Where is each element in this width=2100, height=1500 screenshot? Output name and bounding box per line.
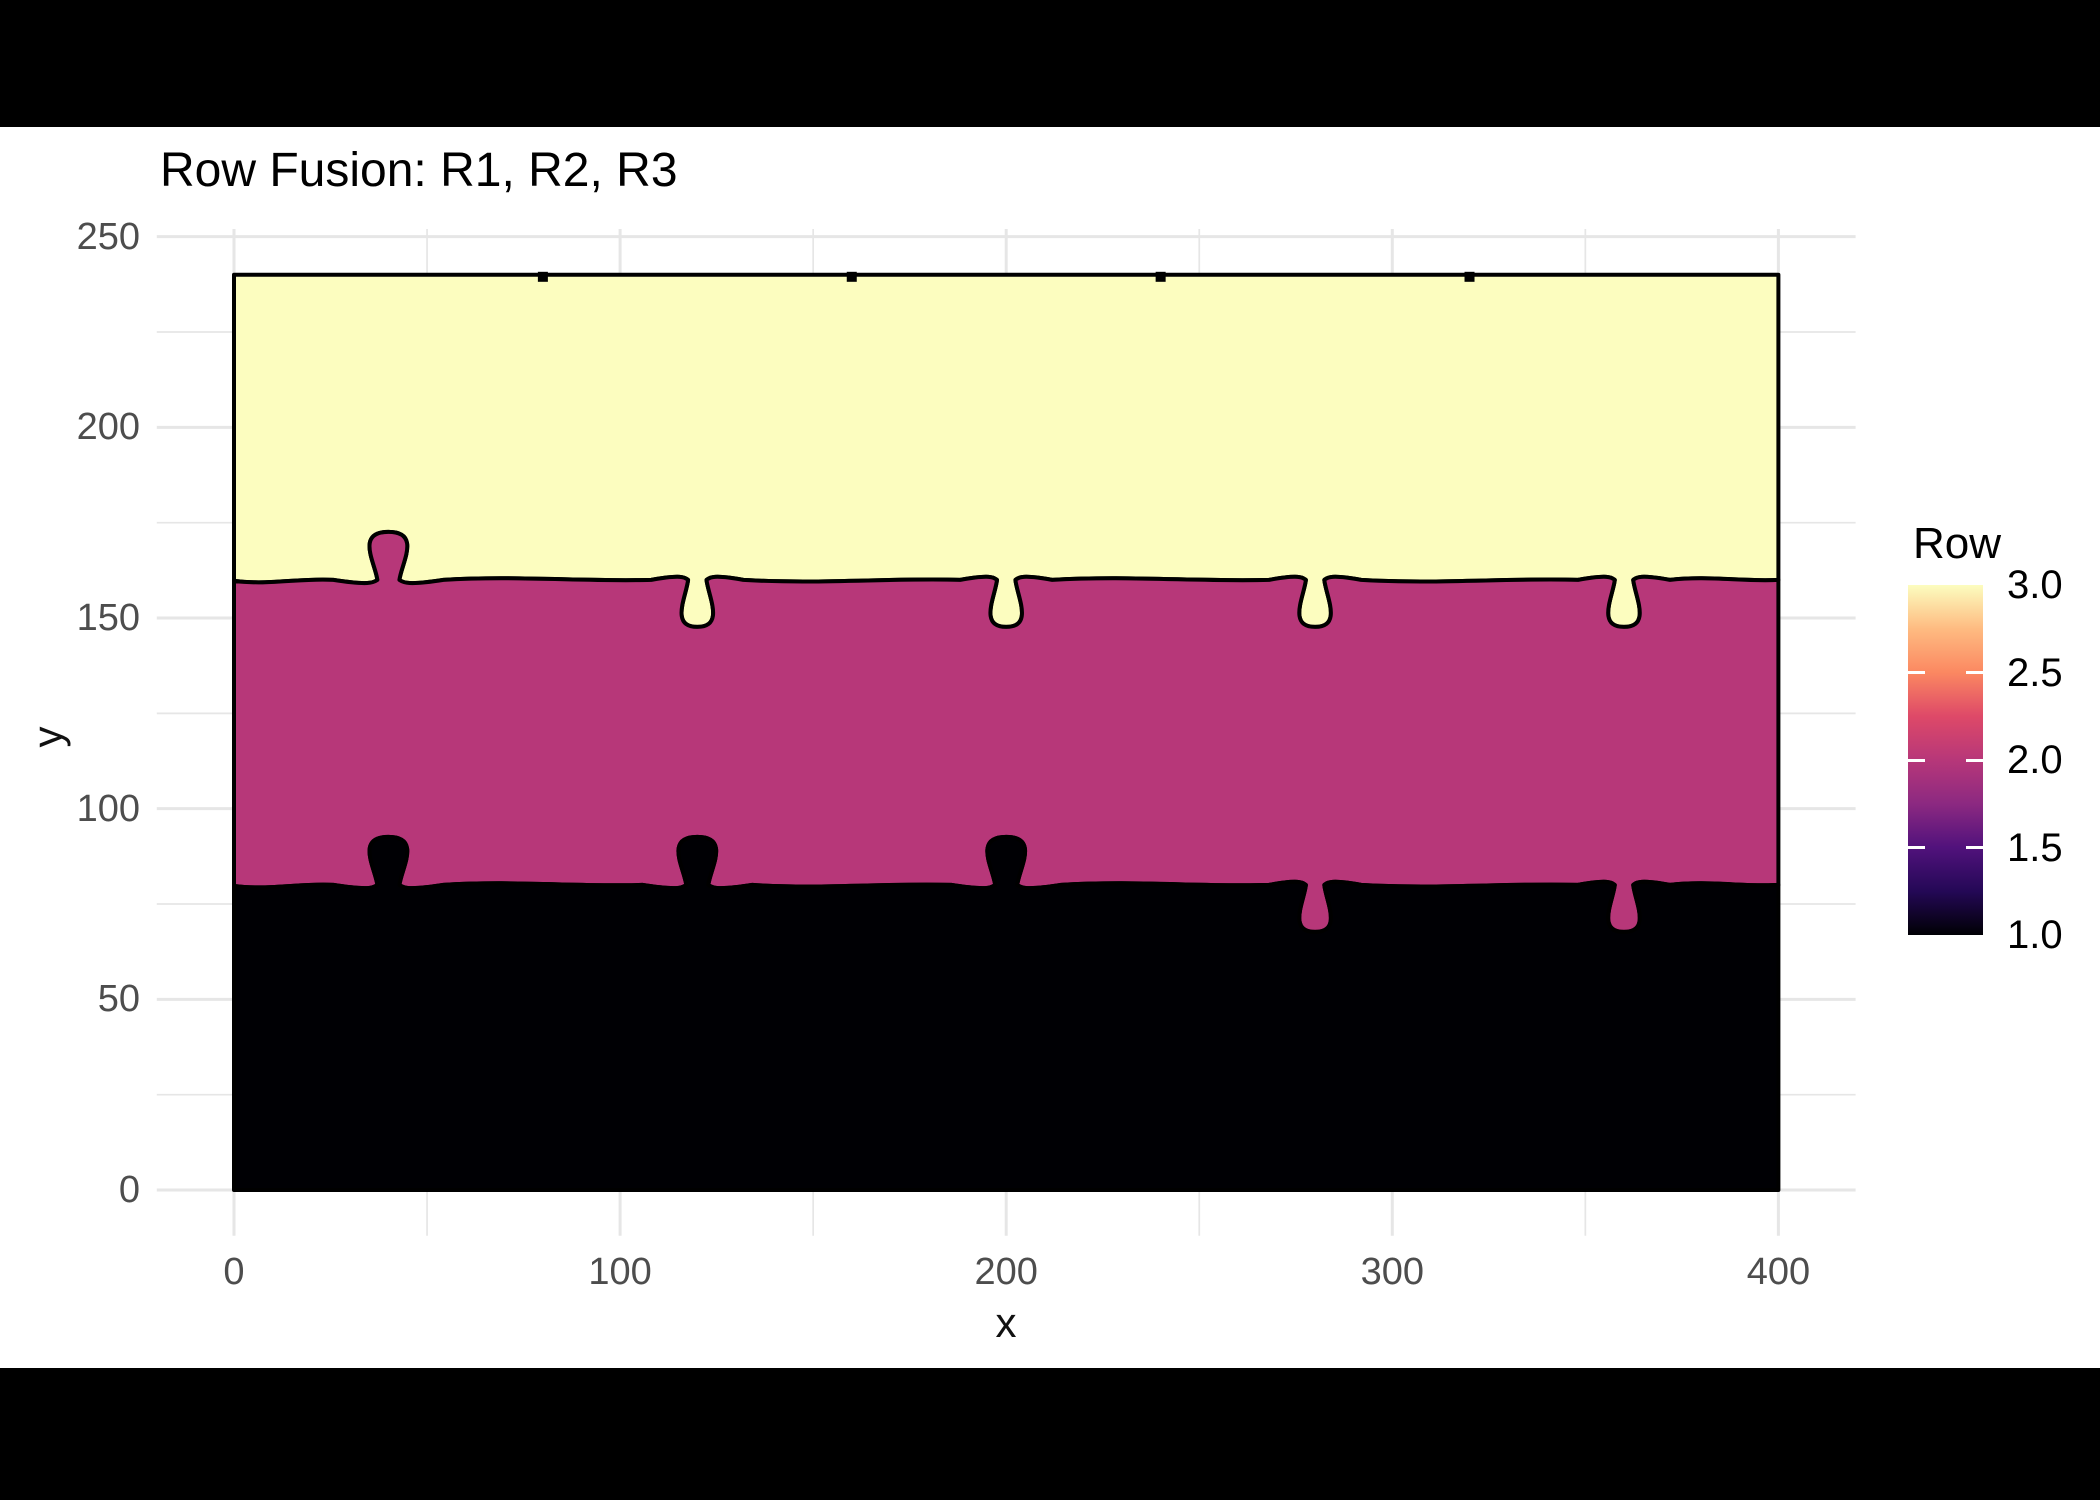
legend: Row 3.0 2.5 2.0 1.5 1.0 xyxy=(1890,517,2100,977)
letterbox-top xyxy=(0,0,2100,127)
legend-tick-mark xyxy=(1966,846,1983,849)
legend-tick-mark xyxy=(1966,671,1983,674)
legend-tick-label: 2.0 xyxy=(2007,738,2063,782)
region-row1 xyxy=(232,834,1781,1192)
x-tick-label: 200 xyxy=(974,1251,1038,1293)
y-tick-label: 50 xyxy=(97,978,140,1021)
legend-tick-label: 3.0 xyxy=(2007,563,2063,607)
legend-title: Row xyxy=(1913,519,2002,568)
tile-top-joint xyxy=(537,271,548,282)
y-tick-label: 150 xyxy=(76,597,140,639)
plot-panel xyxy=(156,229,1856,1236)
legend-colorbar xyxy=(1908,585,1983,935)
legend-tick-mark xyxy=(1908,758,1925,762)
chart-title: Row Fusion: R1, R2, R3 xyxy=(160,144,678,197)
legend-tick-mark xyxy=(1966,758,1983,762)
tile-top-joint xyxy=(1464,271,1475,282)
x-tick-label: 100 xyxy=(588,1251,652,1293)
legend-tick-mark xyxy=(1908,671,1925,674)
y-tick-label: 100 xyxy=(76,787,140,830)
tile-top-joint xyxy=(846,271,857,282)
y-axis-title: y xyxy=(24,726,71,748)
legend-tick-label: 1.5 xyxy=(2007,825,2063,870)
x-tick-label: 300 xyxy=(1360,1251,1424,1293)
y-tick-label: 200 xyxy=(76,406,140,449)
legend-tick-mark xyxy=(1908,846,1925,849)
plot-canvas: Row Fusion: R1, R2, R3 0 50 100 150 200 250 0… xyxy=(0,127,2100,1368)
region-row3 xyxy=(232,272,1781,629)
legend-tick-label: 1.0 xyxy=(2007,913,2063,957)
legend-tick-label: 2.5 xyxy=(2007,650,2063,695)
x-axis-title: x xyxy=(995,1299,1017,1346)
x-tick-label: 0 xyxy=(223,1251,245,1293)
tile-top-joint xyxy=(1155,271,1166,282)
x-tick-label: 400 xyxy=(1746,1251,1811,1293)
y-tick-label: 250 xyxy=(76,215,140,258)
letterbox-bottom xyxy=(0,1368,2100,1500)
y-tick-label: 0 xyxy=(118,1169,140,1211)
